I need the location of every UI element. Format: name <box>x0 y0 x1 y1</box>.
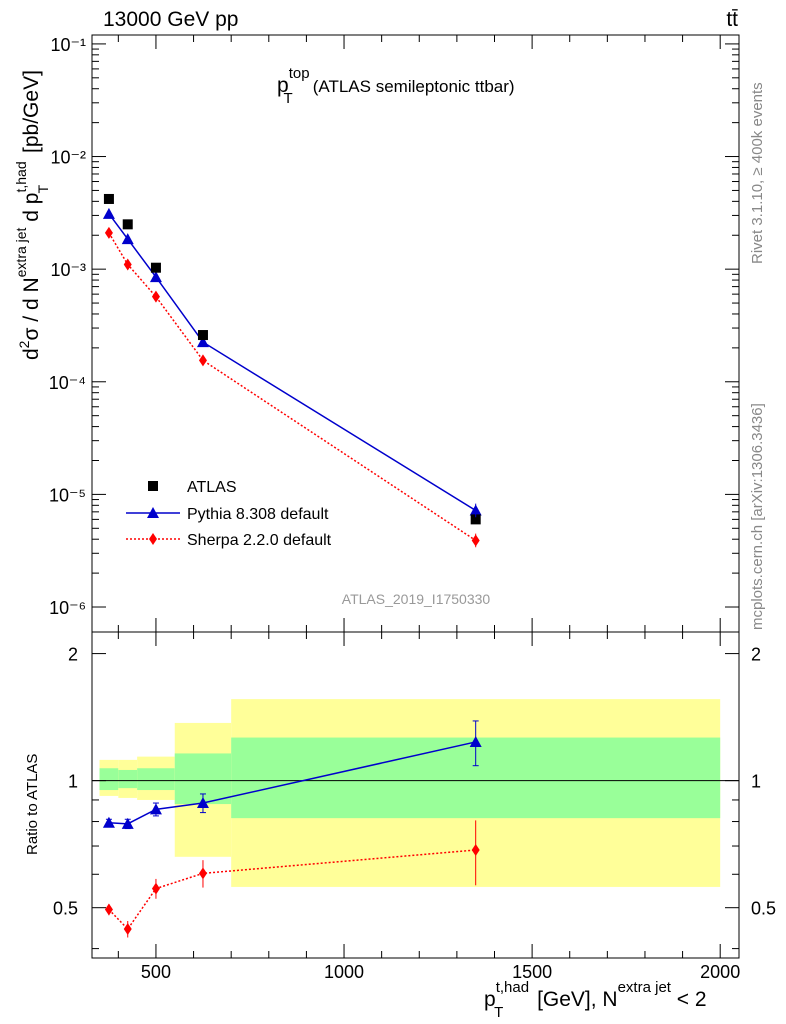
atlas-point <box>470 514 481 525</box>
ratio-frame <box>91 631 740 959</box>
legend-label-sherpa: Sherpa 2.2.0 default <box>187 532 332 549</box>
sherpa-point <box>123 258 132 271</box>
legend-marker-atlas <box>148 481 158 491</box>
atlas-point <box>103 193 114 204</box>
main-y-tick-label: 10⁻⁴ <box>49 373 86 393</box>
ratio-y-tick-label-right: 0.5 <box>751 899 776 919</box>
ratio-panel: 2 2 1 1 0.5 0.5 500 1000 1500 2000 Ratio to ATLA… <box>24 631 776 1021</box>
ratio-x-tick-label: 1500 <box>512 962 552 982</box>
ratio-y-tick-label-left: 1 <box>68 772 78 792</box>
energy-label: 13000 GeV pp <box>103 8 238 31</box>
mcplots-label: mcplots.cern.ch [arXiv:1306.3436] <box>749 403 766 630</box>
pythia-point <box>149 271 162 283</box>
sherpa-point <box>104 226 113 239</box>
pythia-ratio-point <box>121 817 134 829</box>
legend: ATLAS Pythia 8.308 default Sherpa 2.2.0 … <box>126 479 332 549</box>
pythia-point <box>196 336 209 348</box>
main-panel: 10⁻¹ 10⁻² 10⁻³ 10⁻⁴ 10⁻⁵ 10⁻⁶ ptop T(ATLAS sem… <box>13 34 740 633</box>
process-label: tt̄ <box>726 8 738 31</box>
atlas-point <box>122 219 133 230</box>
pythia-line <box>108 213 477 512</box>
pythia-ratio-point <box>469 735 482 747</box>
ratio-x-tick-label: 2000 <box>700 962 740 982</box>
rivet-version-label: Rivet 3.1.10, ≥ 400k events <box>749 82 766 264</box>
ratio-y-tick-label-right: 1 <box>751 772 761 792</box>
ratio-plot-area <box>92 699 739 938</box>
legend-label-pythia: Pythia 8.308 default <box>187 506 329 523</box>
legend-marker-sherpa <box>149 533 157 545</box>
main-y-tick-labels: 10⁻¹ 10⁻² 10⁻³ 10⁻⁴ 10⁻⁵ 10⁻⁶ <box>49 35 86 618</box>
sherpa-ratio-point <box>123 923 132 936</box>
atlas-point <box>150 262 161 273</box>
uncertainty-band-inner <box>99 768 119 791</box>
main-y-tick-label: 10⁻¹ <box>50 35 86 55</box>
main-y-tick-label: 10⁻³ <box>50 260 86 280</box>
pythia-ratio-point <box>196 797 209 809</box>
ratio-y-axis-title: Ratio to ATLAS <box>24 754 41 855</box>
sherpa-ratio-point <box>104 903 113 916</box>
legend-marker-pythia <box>147 507 159 518</box>
main-y-tick-label: 10⁻⁵ <box>49 485 86 505</box>
ratio-y-tick-labels: 2 2 1 1 0.5 0.5 <box>53 645 776 919</box>
main-y-tick-label: 10⁻² <box>50 148 86 168</box>
sherpa-ratio-point <box>471 843 480 856</box>
chart-title: ptop T(ATLAS semileptonic ttbar) <box>277 65 515 107</box>
sherpa-line <box>108 232 477 542</box>
uncertainty-band-inner <box>137 768 175 791</box>
atlas-point <box>197 330 208 341</box>
ratio-y-tick-label-left: 2 <box>68 645 78 665</box>
pythia-ratio-point <box>149 803 162 815</box>
ratio-x-tick-labels: 500 1000 1500 2000 <box>141 962 740 982</box>
legend-label-atlas: ATLAS <box>187 479 237 496</box>
uncertainty-band-inner <box>118 769 138 789</box>
sherpa-ratio-point <box>198 867 207 880</box>
ratio-axis-ticks <box>92 632 739 958</box>
main-axis-ticks <box>92 35 739 632</box>
pythia-ratio-point <box>102 816 115 828</box>
sherpa-point <box>151 290 160 303</box>
ratio-x-tick-label: 1000 <box>324 962 364 982</box>
ratio-y-tick-label-left: 0.5 <box>53 899 78 919</box>
main-y-axis-title: d2σ / d Nextra jet d pt,had T [pb/GeV] <box>13 70 51 360</box>
main-plot-area <box>102 193 482 548</box>
ratio-y-tick-label-right: 2 <box>751 645 761 665</box>
ratio-x-tick-label: 500 <box>141 962 171 982</box>
x-axis-title: pt,had T [GeV], Nextra jet < 2 <box>484 979 707 1021</box>
pythia-point <box>102 207 115 219</box>
analysis-watermark: ATLAS_2019_I1750330 <box>342 591 491 607</box>
sherpa-ratio-point <box>151 882 160 895</box>
sherpa-point <box>198 354 207 367</box>
main-y-tick-label: 10⁻⁶ <box>49 598 86 618</box>
pythia-point <box>121 233 134 245</box>
